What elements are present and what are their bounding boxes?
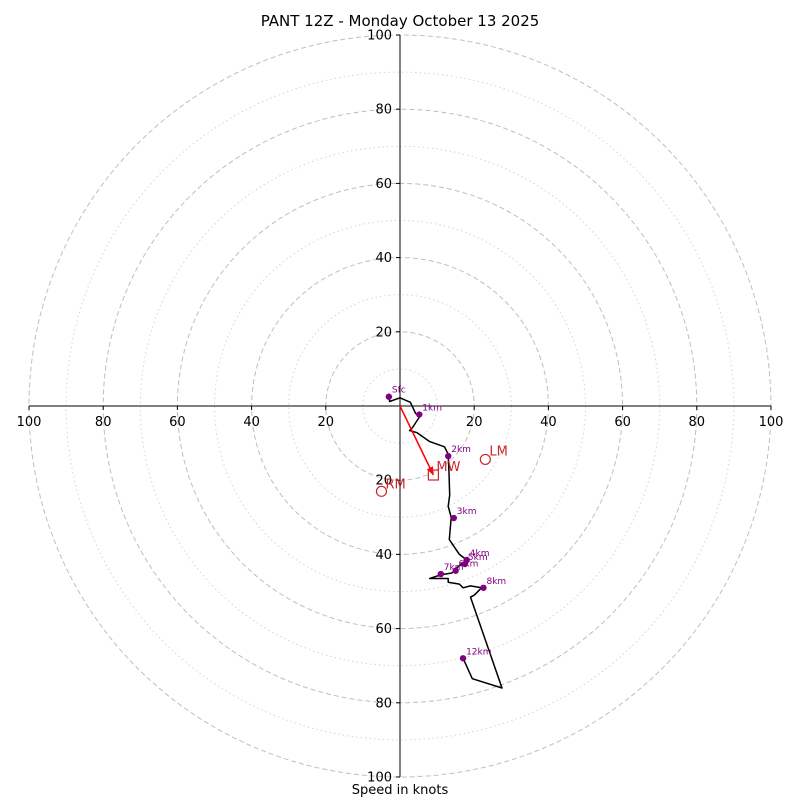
mean-wind-marker [427, 469, 439, 481]
x-tick-label-6: 40 [540, 415, 557, 430]
x-tick-label-3: 40 [243, 415, 260, 430]
height-label-3km: 3km [457, 507, 477, 517]
x-tick-label-1: 80 [95, 415, 112, 430]
x-tick-label-9: 100 [759, 415, 784, 430]
y-tick-label-n80: 80 [375, 103, 392, 118]
y-tick-label-n20: 20 [375, 325, 392, 340]
height-marker-Sfc [385, 393, 393, 400]
x-tick-label-0: 100 [17, 415, 42, 430]
height-label-Sfc: Sfc [392, 386, 406, 396]
height-marker-2km [445, 452, 452, 460]
shear-vector-line [399, 405, 435, 476]
x-tick-label-5: 20 [466, 415, 483, 430]
x-tick-label-4: 20 [318, 415, 335, 430]
height-label-6km: 6km [459, 560, 479, 570]
height-marker-8km [480, 584, 487, 591]
right-mover-label: RM [385, 477, 405, 492]
chart-title: PANT 12Z - Monday October 13 2025 [260, 12, 540, 30]
y-tick-label-s80: 80 [375, 696, 392, 711]
height-marker-5km [461, 560, 469, 568]
x-tick-label-8: 80 [689, 415, 706, 430]
height-label-12km: 12km [466, 647, 491, 657]
y-tick-label-s60: 60 [375, 622, 392, 637]
height-label-5km: 5km [468, 553, 488, 563]
hodograph-trace [388, 396, 503, 689]
y-tick-label-n40: 40 [375, 251, 392, 266]
y-tick-label-n60: 60 [375, 177, 392, 192]
height-marker-7km [437, 570, 445, 578]
height-label-8km: 8km [486, 577, 506, 587]
x-axis-label: Speed in knots [351, 783, 449, 798]
y-tick-label-s100: 100 [367, 771, 392, 786]
height-marker-6km [452, 567, 459, 574]
y-tick-label-s40: 40 [375, 548, 392, 563]
height-marker-1km [416, 411, 423, 418]
height-label-2km: 2km [451, 445, 471, 455]
height-label-4km: 4km [470, 549, 490, 559]
y-tick-label-s20: 20 [375, 474, 392, 489]
height-label-7km: 7km [444, 563, 464, 573]
shear-vector-arrowhead [426, 466, 434, 476]
x-tick-label-2: 60 [169, 415, 186, 430]
y-tick-label-n100: 100 [367, 29, 392, 44]
left-mover-marker [479, 453, 491, 466]
mean-wind-label: MW [436, 460, 460, 475]
height-marker-3km [450, 514, 457, 522]
x-tick-label-7: 60 [614, 415, 631, 430]
right-mover-marker [375, 485, 388, 497]
left-mover-label: LM [489, 444, 507, 459]
height-label-1km: 1km [422, 404, 442, 414]
height-marker-12km [459, 655, 467, 662]
